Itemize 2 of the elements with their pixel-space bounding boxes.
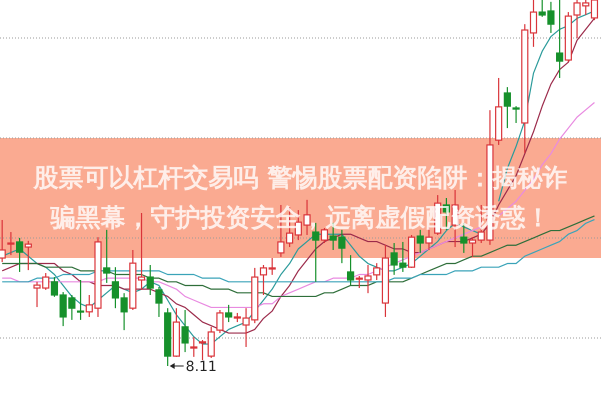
- annotation: 8.11: [170, 359, 217, 375]
- annotation: 8.11: [186, 359, 217, 375]
